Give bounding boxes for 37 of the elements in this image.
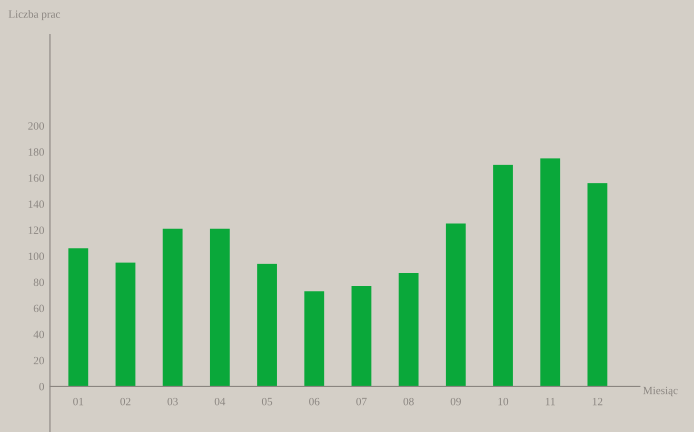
x-axis-title: Miesiąc: [643, 386, 678, 396]
bar: [68, 248, 88, 386]
bar: [493, 164, 513, 386]
bar: [304, 291, 324, 386]
x-tick-label: 02: [120, 398, 130, 406]
x-tick-label: 10: [498, 398, 508, 406]
x-tick-label: 09: [450, 398, 461, 406]
y-tick-label: 200: [28, 122, 44, 130]
y-tick-label: 180: [28, 148, 44, 156]
bar: [257, 264, 277, 386]
y-tick-label: 40: [34, 330, 44, 338]
x-tick-label: 06: [309, 398, 320, 406]
y-tick-label: 160: [28, 174, 44, 182]
y-tick-label: 20: [34, 356, 44, 364]
x-tick-label: 04: [214, 398, 226, 406]
y-tick-label: 120: [28, 226, 44, 234]
x-tick-label: 11: [546, 398, 555, 406]
x-tick-label: 01: [73, 398, 84, 406]
y-axis-title: Liczba prac: [8, 10, 60, 20]
x-tick-label: 07: [356, 398, 367, 406]
bar: [116, 262, 136, 386]
y-tick-label: 100: [28, 252, 44, 260]
x-tick-label: 03: [168, 398, 178, 406]
y-tick-label: 0: [39, 382, 44, 390]
x-tick-label: 08: [403, 398, 414, 406]
y-tick-label: 140: [28, 200, 44, 208]
y-tick-label: 60: [34, 304, 44, 312]
bar: [210, 228, 230, 386]
bar: [162, 228, 183, 386]
y-tick-label: 80: [34, 278, 44, 286]
x-tick-label: 05: [262, 398, 272, 406]
bar: [587, 183, 608, 386]
bar: [446, 224, 466, 386]
bar: [540, 158, 560, 386]
bar: [352, 286, 372, 386]
x-tick-label: 12: [592, 398, 602, 406]
bar: [398, 273, 419, 386]
